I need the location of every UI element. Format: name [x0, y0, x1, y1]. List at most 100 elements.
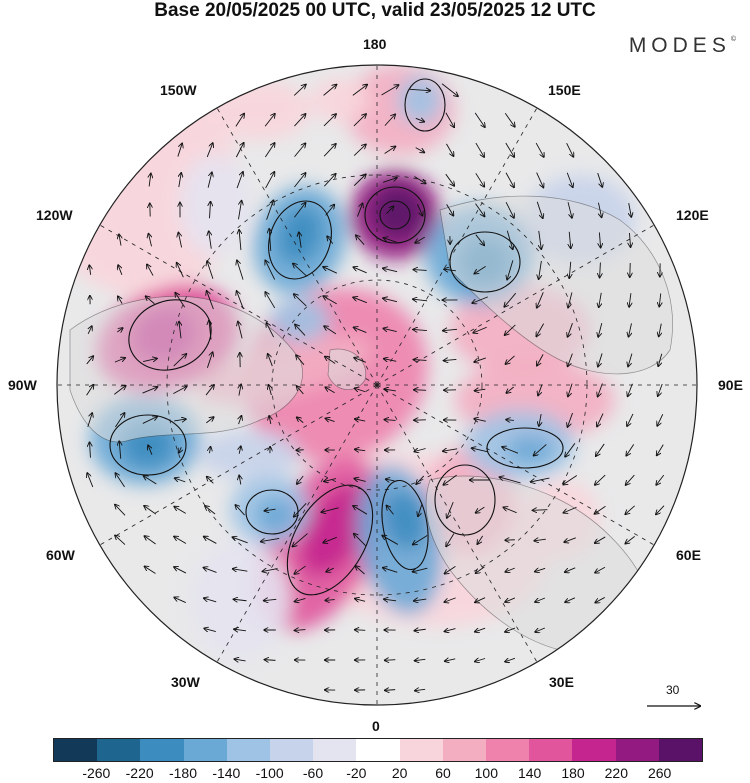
longitude-label-30w: 30W	[171, 674, 200, 690]
wind-vector	[597, 172, 603, 187]
wind-vector	[506, 386, 514, 393]
wind-vector	[353, 174, 366, 186]
wind-vector	[386, 206, 393, 214]
wind-vector	[539, 413, 541, 426]
colorbar-swatch	[356, 739, 400, 761]
brand-mark: ©	[730, 36, 736, 43]
wind-vector	[265, 660, 276, 661]
colorbar	[53, 738, 703, 762]
wind-vector	[506, 420, 514, 421]
wind-vector	[596, 443, 605, 456]
wind-vector	[417, 204, 422, 215]
wind-vector	[325, 418, 335, 421]
wind-vector	[474, 266, 486, 273]
wind-vector	[414, 176, 425, 184]
colorbar-swatch	[183, 739, 227, 761]
wind-vector	[539, 230, 542, 249]
wind-vector	[475, 659, 486, 662]
wind-vector	[146, 296, 155, 305]
wind-vector	[414, 390, 427, 391]
wind-vector	[413, 270, 427, 271]
wind-vector	[144, 536, 156, 545]
wind-vector	[209, 320, 211, 340]
wind-vector	[568, 353, 573, 367]
wind-vector	[354, 534, 367, 547]
wind-vector	[384, 359, 397, 362]
wind-vector	[503, 507, 517, 514]
chart-title: Base 20/05/2025 00 UTC, valid 23/05/2025…	[154, 0, 596, 21]
wind-vector	[354, 327, 367, 334]
wind-vector	[293, 264, 308, 277]
wind-vector	[505, 324, 516, 335]
wind-vector	[505, 201, 514, 218]
wind-vector	[232, 537, 248, 544]
wind-vector	[144, 476, 157, 485]
wind-vector	[625, 536, 635, 543]
wind-vector	[234, 659, 246, 661]
wind-vector	[86, 356, 94, 365]
wind-vector	[178, 233, 183, 248]
wind-vector	[261, 537, 280, 541]
graticule	[57, 65, 697, 705]
colorbar-swatch	[615, 739, 659, 761]
wind-vector	[263, 569, 278, 572]
wind-vector	[355, 599, 366, 602]
wind-vector	[625, 505, 635, 514]
wind-vector	[235, 143, 243, 158]
wind-vector	[445, 173, 454, 186]
wind-vector	[174, 419, 186, 421]
colorbar-tick-label: 140	[517, 765, 542, 781]
longitude-label-60e: 60E	[676, 547, 701, 563]
wind-vector	[355, 630, 366, 631]
wind-vector	[413, 329, 427, 330]
wind-vector	[475, 628, 486, 632]
wind-vector	[595, 474, 606, 485]
wind-vector	[175, 478, 186, 483]
wind-vector	[179, 173, 181, 188]
wind-vector	[537, 354, 544, 365]
wind-vector	[264, 599, 277, 600]
anomaly-blob	[310, 78, 370, 122]
colorbar-tick-label: -20	[346, 765, 367, 781]
wind-vector	[536, 172, 544, 188]
wind-vector	[382, 178, 397, 183]
wind-vector	[659, 323, 662, 337]
wind-vector	[115, 473, 125, 488]
wind-vector	[297, 386, 304, 395]
wind-vector	[86, 385, 94, 396]
height-contour	[404, 78, 446, 132]
wind-vector	[415, 689, 426, 690]
wind-vector	[568, 292, 573, 307]
wind-vector	[598, 323, 603, 337]
wind-vector	[475, 142, 484, 157]
wind-vector	[355, 449, 366, 450]
coastlines	[69, 195, 673, 653]
wind-vector	[383, 238, 397, 243]
anomaly-blob	[370, 184, 426, 240]
wind-vector	[445, 629, 456, 632]
wind-vector	[499, 477, 521, 484]
wind-vector	[565, 597, 576, 602]
wind-vector	[383, 328, 397, 331]
vector-scale-label: 30	[666, 683, 680, 697]
wind-vector	[174, 536, 187, 544]
wind-vector	[658, 383, 663, 396]
wind-vector	[566, 143, 574, 157]
wind-vector	[626, 444, 635, 455]
wind-vector	[474, 419, 486, 422]
wind-vector	[384, 146, 396, 154]
longitude-label-90w: 90W	[8, 377, 37, 393]
wind-vector	[414, 448, 426, 451]
wind-vector	[206, 417, 213, 424]
wind-vector	[119, 234, 121, 246]
wind-vector	[144, 506, 157, 515]
anomaly-blob	[270, 298, 330, 342]
wind-vector	[296, 355, 305, 366]
wind-vector	[115, 505, 126, 516]
wind-vector	[443, 449, 458, 451]
wind-vector	[416, 475, 425, 484]
wind-vector	[357, 203, 362, 217]
colorbar-swatch	[442, 739, 487, 761]
wind-vector	[566, 172, 573, 188]
wind-vector	[383, 298, 398, 303]
